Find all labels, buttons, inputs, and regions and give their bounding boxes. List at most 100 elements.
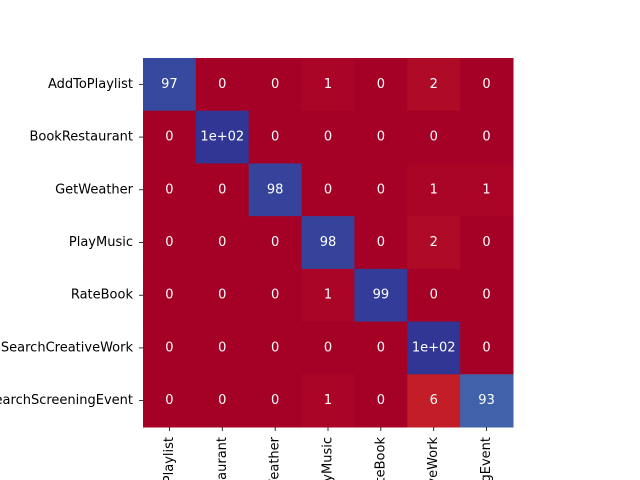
heatmap-cell [407,374,461,428]
heatmap-cell [460,58,514,112]
cell-label: 0 [430,288,438,303]
cell-label: 0 [271,393,279,408]
cell-label: 1 [324,393,332,408]
heatmap-cell [354,374,408,428]
cell-label: 1 [324,77,332,92]
x-tick-label: BookRestaurant [215,437,230,480]
y-tick-label: SearchScreeningEvent [0,393,133,408]
cell-label: 2 [430,77,438,92]
heatmap-cell [354,268,408,323]
cell-label: 2 [430,235,438,250]
cell-label: 0 [482,77,490,92]
cell-label: 0 [165,393,173,408]
heatmap-cell [248,216,303,270]
cell-label: 97 [161,77,178,92]
cell-label: 0 [482,288,490,303]
heatmap-cell [460,110,514,164]
heatmap-cell [301,268,355,323]
cell-label: 0 [430,130,438,145]
heatmap-cell [460,268,514,323]
y-tick-label: SearchCreativeWork [1,340,134,355]
cell-label: 0 [271,130,279,145]
cell-label: 0 [482,235,490,250]
cell-label: 0 [218,393,226,408]
cell-label: 0 [324,340,332,355]
cell-label: 0 [482,340,490,355]
y-tick-label: BookRestaurant [29,130,133,145]
heatmap-cell [407,216,461,270]
x-tick-label: GetWeather [268,436,283,480]
cell-label: 0 [377,130,385,145]
heatmap-cell [460,321,514,375]
cell-label: 0 [377,182,385,197]
heatmap-cell [195,268,250,323]
heatmap-cell [460,374,514,428]
cell-label: 6 [430,393,438,408]
heatmap-cell [301,163,355,217]
heatmap-cell [143,216,197,270]
heatmap-cell [248,163,303,217]
heatmap-cell [407,163,461,217]
heatmap-cell [248,374,303,428]
heatmap-cell [248,321,303,375]
cell-label: 0 [271,77,279,92]
cell-label: 0 [324,182,332,197]
heatmap-cell [460,216,514,270]
cell-label: 1 [482,182,490,197]
x-tick-label: SearchCreativeWork [426,437,441,480]
heatmap-cell [195,216,250,270]
x-tick-label: SearchScreeningEvent [479,437,494,480]
cell-label: 0 [377,235,385,250]
cell-label: 0 [165,182,173,197]
heatmap-cell [354,216,408,270]
cell-label: 1e+02 [412,340,456,355]
cell-label: 0 [218,182,226,197]
heatmap-cell [407,321,461,375]
heatmap-cell [354,321,408,375]
cell-label: 99 [373,288,390,303]
heatmap-cell [301,216,355,270]
cell-label: 98 [267,182,284,197]
heatmap-cell [143,321,197,375]
cell-label: 0 [218,235,226,250]
cell-label: 0 [271,235,279,250]
heatmap-cell [354,58,408,112]
heatmap-cell [195,321,250,375]
heatmap-cell [195,163,250,217]
heatmap-cell [195,110,250,164]
cell-label: 98 [320,235,337,250]
cell-label: 0 [218,340,226,355]
cell-label: 0 [165,235,173,250]
cell-label: 1 [430,182,438,197]
cell-label: 1 [324,288,332,303]
heatmap-cell [301,110,355,164]
heatmap-cell [143,374,197,428]
heatmap-cell [354,110,408,164]
y-tick-label: AddToPlaylist [48,77,133,92]
cell-label: 0 [165,288,173,303]
heatmap-cell [195,374,250,428]
x-tick-label: RateBook [373,437,388,480]
cell-label: 0 [218,77,226,92]
heatmap-cell [354,163,408,217]
heatmap-cell [248,110,303,164]
y-tick-label: GetWeather [55,182,134,197]
cell-label: 1e+02 [200,130,244,145]
cell-label: 0 [482,130,490,145]
y-tick-label: PlayMusic [69,235,133,250]
cell-label: 0 [324,130,332,145]
heatmap-cell [195,58,250,112]
heatmap-cell [407,58,461,112]
cell-label: 0 [165,130,173,145]
x-tick-label: AddToPlaylist [162,437,177,480]
heatmap-cell [407,110,461,164]
x-tick-label: PlayMusic [321,437,336,480]
heatmap-cell [143,58,197,112]
cell-label: 0 [271,340,279,355]
cell-label: 0 [377,340,385,355]
cell-label: 0 [377,77,385,92]
cell-label: 0 [377,393,385,408]
cell-label: 0 [271,288,279,303]
heatmap-cell [301,58,355,112]
